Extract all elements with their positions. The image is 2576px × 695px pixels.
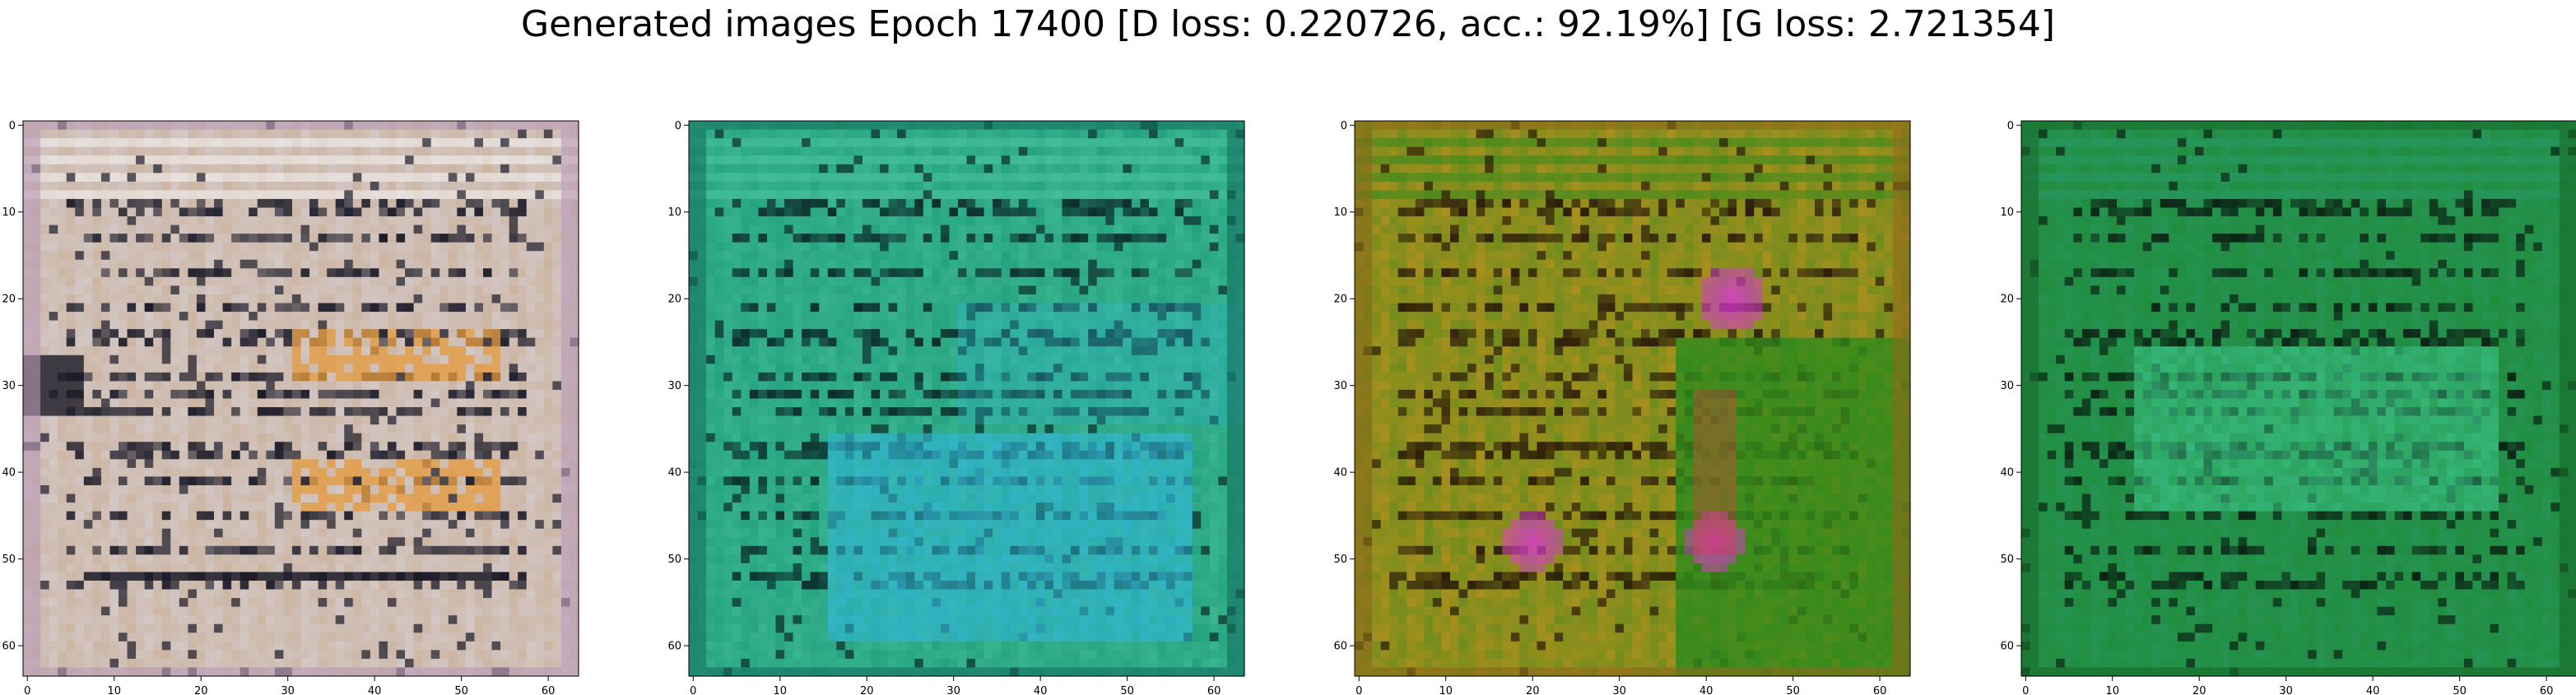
y-tick-label: 50 [2000,554,2014,566]
x-tick-label: 30 [946,685,960,695]
x-tick-label: 0 [1355,685,1362,695]
x-tick-label: 50 [1786,685,1800,695]
y-tick-label: 50 [2,554,16,566]
x-tick-label: 60 [1207,685,1221,695]
subplot-1: 0 10 20 30 40 50 60 0 10 20 30 40 50 60 [2,120,579,695]
y-tick-label: 0 [675,120,681,132]
y-tick-label: 40 [2000,467,2014,480]
image-pixels [689,121,1245,677]
x-tick-label: 60 [542,685,556,695]
image-pixels [2021,121,2576,677]
x-tick-label: 20 [2192,685,2206,695]
y-tick-label: 20 [667,294,681,306]
x-tick-label: 0 [690,685,696,695]
subplot-2: 0 10 20 30 40 50 60 0 10 20 30 40 50 60 [667,120,1244,695]
y-tick-label: 0 [9,120,16,132]
x-tick-label: 50 [454,685,468,695]
x-tick-label: 50 [1120,685,1134,695]
x-tick-label: 40 [1034,685,1048,695]
x-tick-label: 0 [24,685,30,695]
y-tick-label: 30 [1333,380,1347,392]
y-tick-label: 40 [2,467,16,480]
x-tick-label: 10 [107,685,121,695]
y-tick-label: 50 [1333,554,1347,566]
y-tick-label: 20 [2000,294,2014,306]
y-tick-label: 10 [2,206,16,219]
y-tick-label: 10 [667,206,681,219]
x-tick-label: 10 [1439,685,1453,695]
x-tick-label: 30 [281,685,295,695]
x-tick-label: 10 [773,685,787,695]
x-tick-label: 10 [2105,685,2119,695]
x-tick-label: 0 [2022,685,2029,695]
y-tick-label: 30 [667,380,681,392]
y-tick-label: 30 [2000,380,2014,392]
x-tick-label: 40 [2366,685,2380,695]
x-tick-label: 60 [1873,685,1887,695]
y-tick-label: 10 [1333,206,1347,219]
x-tick-label: 30 [1612,685,1626,695]
x-tick-label: 40 [368,685,382,695]
y-tick-label: 20 [1333,294,1347,306]
y-tick-label: 30 [2,380,16,392]
y-tick-label: 0 [1341,120,1347,132]
image-pixels [23,121,579,677]
x-tick-label: 20 [1526,685,1540,695]
y-tick-label: 50 [667,554,681,566]
x-tick-label: 30 [2279,685,2293,695]
y-tick-label: 60 [2,641,16,653]
y-tick-label: 20 [2,294,16,306]
image-pixels [1355,121,1911,677]
y-tick-label: 60 [1333,641,1347,653]
y-tick-label: 60 [667,641,681,653]
x-tick-label: 20 [194,685,208,695]
x-tick-label: 60 [2540,685,2554,695]
y-tick-label: 60 [2000,641,2014,653]
y-tick-label: 10 [2000,206,2014,219]
subplot-3: 0 10 20 30 40 50 60 0 10 20 30 40 50 60 [1333,120,1910,695]
x-tick-label: 40 [1700,685,1713,695]
y-tick-label: 40 [667,467,681,480]
y-tick-label: 40 [1333,467,1347,480]
x-tick-label: 50 [2453,685,2467,695]
subplot-4: 0 10 20 30 40 50 60 0 10 20 30 40 50 60 [2000,120,2576,695]
y-tick-label: 0 [2007,120,2014,132]
x-tick-label: 20 [860,685,874,695]
